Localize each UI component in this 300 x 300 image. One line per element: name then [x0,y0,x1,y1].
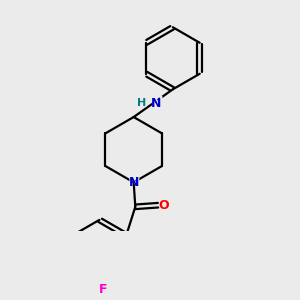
Text: F: F [98,282,109,297]
Text: F: F [99,283,108,296]
Text: O: O [159,199,170,212]
Text: N: N [151,97,162,110]
Text: N: N [128,176,139,189]
Text: H: H [136,96,148,110]
Text: N: N [127,175,140,190]
Text: H: H [137,98,146,108]
Text: O: O [158,198,170,213]
Text: N: N [150,96,163,111]
